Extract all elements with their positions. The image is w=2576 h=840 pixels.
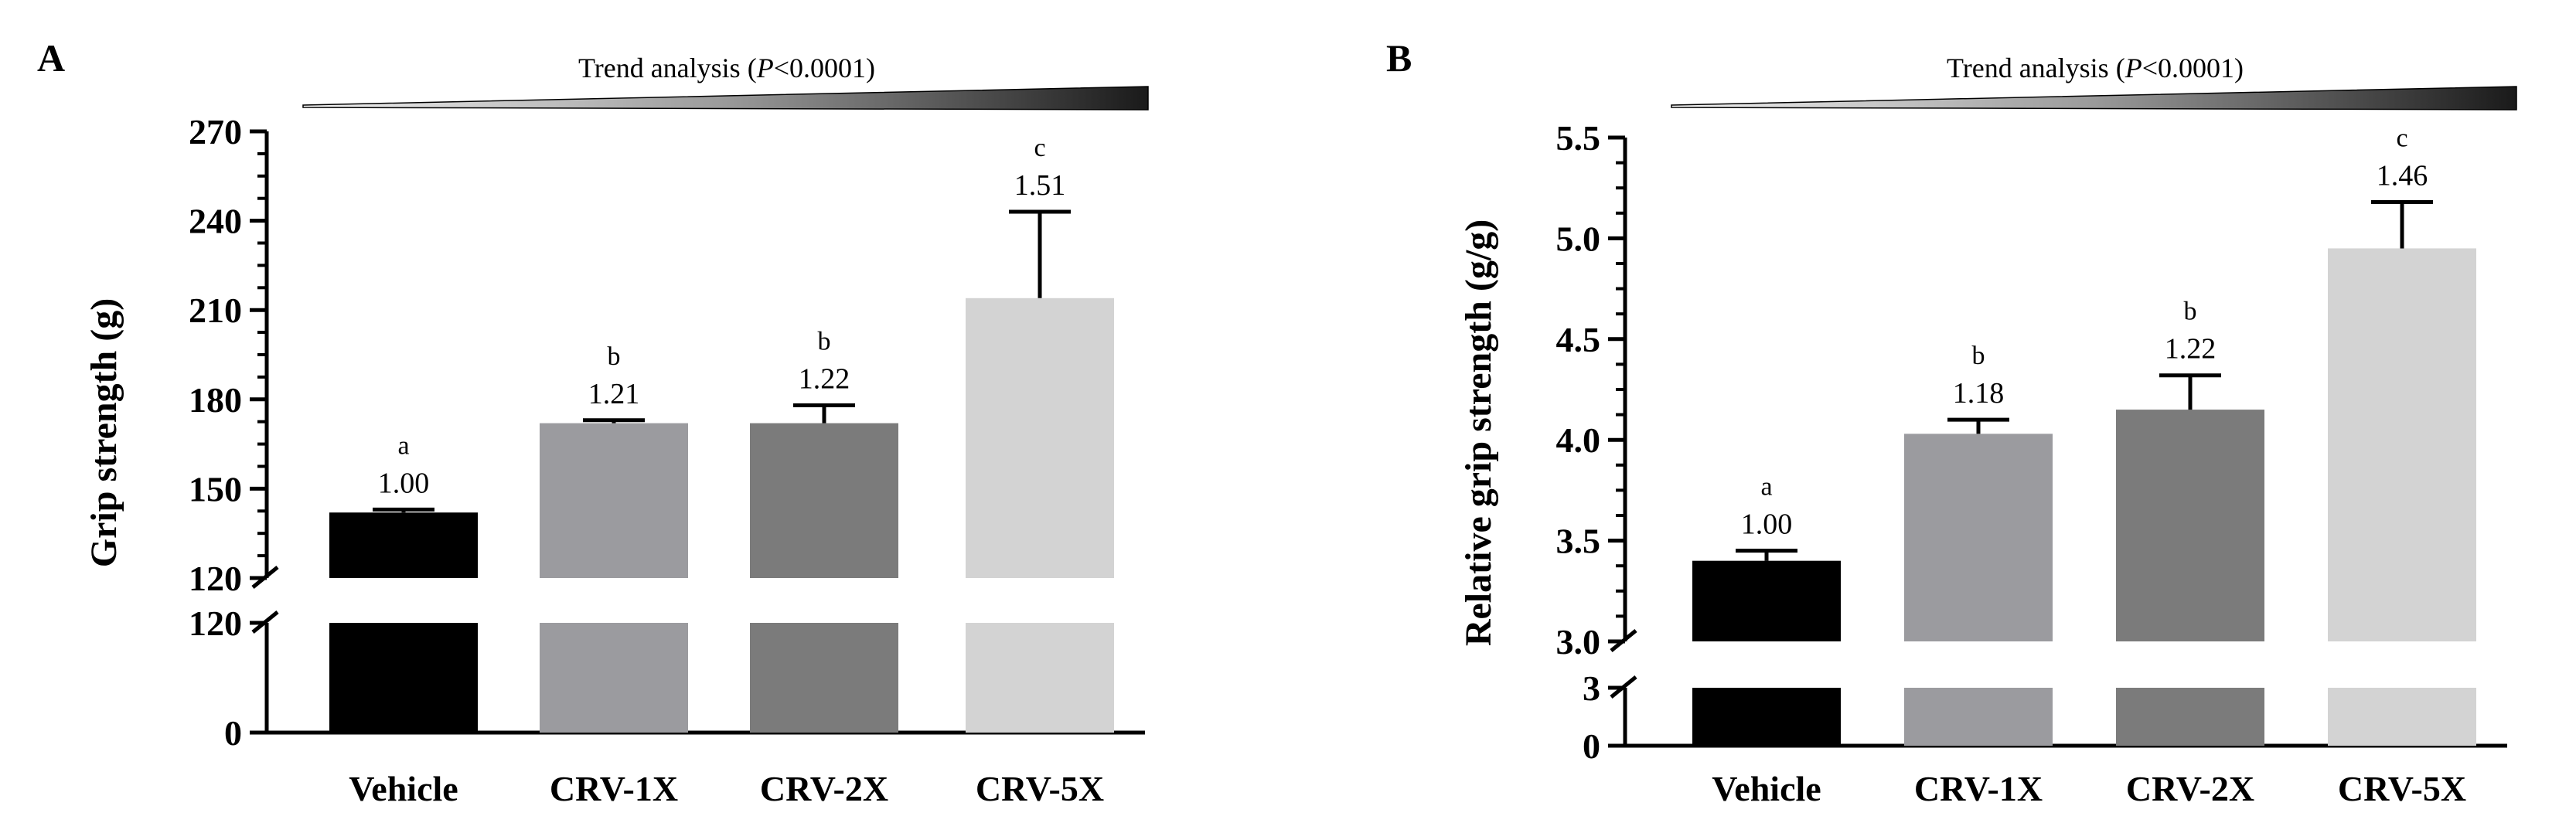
bar-lower-crv-5x	[966, 623, 1114, 733]
bar-upper-crv-2x	[2116, 410, 2264, 641]
y-tick-label: 5.0	[1556, 219, 1601, 258]
category-label: CRV-5X	[2338, 769, 2466, 808]
significance-label: b	[2184, 298, 2197, 326]
y-tick-label: 150	[189, 469, 242, 508]
y-axis-label: Grip strength (g)	[83, 298, 124, 567]
y-tick-label: 120	[189, 559, 242, 598]
chart-panel-a: A Trend analysis (P<0.0001) Grip strength …	[37, 36, 1149, 808]
category-label: CRV-5X	[976, 769, 1104, 808]
y-tick-label: 270	[189, 112, 242, 151]
bar-upper-crv-5x	[2328, 248, 2476, 641]
fold-change-label: 1.46	[2377, 159, 2428, 192]
significance-label: b	[1972, 342, 1985, 370]
bar-lower-crv-1x	[540, 623, 688, 733]
y-tick-label: 240	[189, 202, 242, 241]
bar-lower-vehicle	[1692, 688, 1841, 746]
fold-change-label: 1.21	[588, 378, 640, 410]
y-tick-label: 210	[189, 291, 242, 330]
chart-panel-b: B Trend analysis (P<0.0001) Relative grip …	[1386, 36, 2517, 808]
bar-lower-vehicle	[329, 623, 478, 733]
trend-wedge	[1671, 86, 2517, 111]
panel-letter: B	[1386, 36, 1412, 80]
fold-change-label: 1.18	[1953, 377, 2005, 410]
significance-label: a	[1760, 473, 1772, 502]
fold-change-label: 1.22	[2165, 333, 2217, 366]
category-label: CRV-1X	[1914, 769, 2043, 808]
y-tick-label: 3.0	[1556, 622, 1601, 661]
fold-change-label: 1.00	[1741, 508, 1793, 541]
significance-label: c	[2396, 124, 2407, 152]
category-label: CRV-2X	[2126, 769, 2254, 808]
category-label: Vehicle	[1712, 769, 1821, 808]
bar-lower-crv-2x	[2116, 688, 2264, 746]
y-tick-label: 3.5	[1556, 522, 1601, 561]
fold-change-label: 1.51	[1014, 169, 1066, 202]
bar-upper-crv-1x	[540, 423, 688, 578]
y-tick-label: 3	[1583, 668, 1600, 708]
bar-lower-crv-1x	[1904, 688, 2053, 746]
y-tick-label: 4.0	[1556, 420, 1601, 460]
y-axis-label: Relative grip strength (g/g)	[1458, 219, 1499, 646]
significance-label: b	[608, 342, 621, 371]
y-tick-label: 180	[189, 380, 242, 420]
bar-upper-crv-5x	[966, 298, 1114, 578]
panel-letter: A	[37, 36, 65, 80]
significance-label: b	[818, 328, 831, 356]
y-tick-label: 120	[189, 604, 242, 643]
bar-upper-crv-2x	[750, 423, 898, 578]
y-tick-label: 0	[224, 713, 242, 753]
y-tick-label: 5.5	[1556, 118, 1601, 158]
significance-label: a	[397, 431, 409, 460]
fold-change-label: 1.00	[378, 467, 430, 499]
bar-upper-vehicle	[329, 512, 478, 578]
category-label: Vehicle	[349, 769, 458, 808]
category-label: CRV-2X	[760, 769, 888, 808]
trend-label: Trend analysis (P<0.0001)	[578, 53, 875, 83]
bar-upper-crv-1x	[1904, 434, 2053, 641]
category-label: CRV-1X	[550, 769, 678, 808]
y-tick-label: 0	[1583, 726, 1600, 766]
y-tick-label: 4.5	[1556, 320, 1601, 359]
fold-change-label: 1.22	[799, 363, 850, 396]
trend-label: Trend analysis (P<0.0001)	[1947, 53, 2244, 83]
significance-label: c	[1034, 134, 1045, 162]
bar-lower-crv-2x	[750, 623, 898, 733]
bar-lower-crv-5x	[2328, 688, 2476, 746]
bar-upper-vehicle	[1692, 560, 1841, 641]
trend-wedge	[302, 86, 1149, 111]
